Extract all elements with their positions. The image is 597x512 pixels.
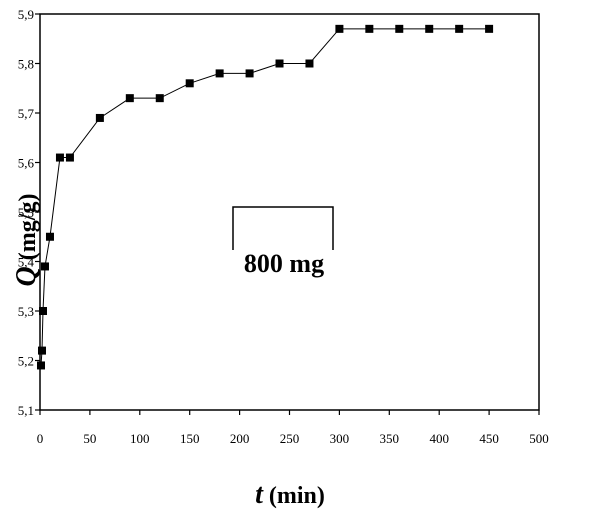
data-point: [40, 262, 49, 271]
data-point: [38, 307, 47, 315]
x-tick-label: 350: [380, 431, 400, 446]
series-line: [40, 28, 490, 366]
annotation-label: 800 mg: [244, 249, 324, 278]
x-tick-label: 400: [429, 431, 449, 446]
y-tick-label: 5,5: [18, 205, 34, 220]
data-point: [485, 24, 494, 33]
y-tick-label: 5,7: [18, 106, 35, 121]
x-axis: 0 50 100 150 200 250 300 350 400 450 500: [37, 410, 549, 446]
data-point: [95, 113, 104, 122]
data-point: [425, 24, 434, 33]
annotation: 800 mg: [232, 206, 334, 278]
data-point: [245, 69, 254, 78]
data-point: [455, 24, 464, 33]
annotation-bracket: [232, 206, 334, 250]
y-axis-variable: Q: [11, 266, 42, 286]
plot-frame: [39, 13, 540, 411]
data-point: [305, 59, 314, 68]
x-axis-title: t (min): [255, 479, 325, 510]
x-axis-unit: (min): [263, 483, 325, 509]
y-tick-label: 5,6: [18, 156, 35, 171]
y-axis-title: Q (mg/g): [11, 194, 42, 287]
y-tick-label: 5,8: [18, 57, 34, 72]
y-tick-label: 5,3: [18, 304, 34, 319]
series-layer: [36, 24, 494, 370]
data-point: [275, 59, 284, 68]
data-point: [155, 94, 164, 103]
y-axis: 5,1 5,2 5,3 5,4 5,5 5,6 5,7 5,8 5,9: [18, 7, 40, 418]
x-tick-label: 100: [130, 431, 150, 446]
data-point: [185, 79, 194, 88]
x-axis-variable: t: [255, 479, 264, 510]
x-tick-label: 300: [330, 431, 350, 446]
y-axis-unit: (mg/g): [15, 194, 41, 267]
x-tick-label: 150: [180, 431, 200, 446]
data-point: [125, 94, 134, 103]
data-point: [45, 232, 54, 241]
data-point: [335, 24, 344, 33]
data-point: [55, 153, 64, 162]
y-tick-label: 5,9: [18, 7, 34, 22]
data-point: [36, 361, 45, 370]
data-point: [65, 153, 74, 162]
x-tick-label: 500: [529, 431, 549, 446]
x-tick-label: 450: [479, 431, 499, 446]
x-tick-label: 0: [37, 431, 44, 446]
data-point: [395, 24, 404, 33]
x-tick-label: 250: [280, 431, 300, 446]
data-point: [365, 24, 374, 33]
y-tick-label: 5,4: [18, 255, 35, 270]
x-tick-label: 200: [230, 431, 250, 446]
y-tick-label: 5,1: [18, 403, 34, 418]
x-tick-label: 50: [83, 431, 96, 446]
data-point: [37, 346, 46, 355]
data-point: [215, 69, 224, 78]
y-tick-label: 5,2: [18, 354, 34, 369]
